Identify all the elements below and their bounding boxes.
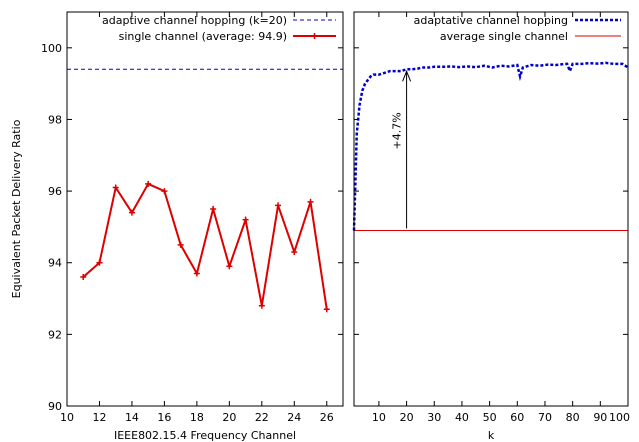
left-x-tick-label: 12 <box>92 411 106 424</box>
legend-label-single-channel: single channel (average: 94.9) <box>119 30 287 43</box>
annotation-label: +4.7% <box>391 112 404 149</box>
left-y-tick-label: 94 <box>48 257 62 270</box>
improvement-annotation: +4.7% <box>391 69 412 229</box>
left-y-tick-label: 90 <box>48 400 62 413</box>
right-x-tick-label: 70 <box>538 411 552 424</box>
legend-swatch-single-channel-marker <box>311 33 318 39</box>
left-x-tick-label: 16 <box>157 411 171 424</box>
single-channel-point <box>145 180 152 187</box>
right-x-tick-label: 90 <box>593 411 607 424</box>
single-channel-point <box>210 206 217 212</box>
right-x-tick-label: 100 <box>609 411 630 424</box>
left-x-tick-label: 20 <box>222 411 236 424</box>
left-axes: 90 92 94 96 98 100 10 12 14 16 18 20 22 24 26 <box>41 12 343 424</box>
legend-label-adaptive-k20: adaptive channel hopping (k=20) <box>102 14 287 27</box>
single-channel-point <box>80 274 87 281</box>
left-x-tick-label: 18 <box>190 411 204 424</box>
single-channel-point <box>226 263 233 270</box>
single-channel-point <box>177 241 184 248</box>
single-channel-point <box>112 184 119 191</box>
single-channel-point <box>275 202 282 209</box>
left-x-tick-label: 22 <box>255 411 269 424</box>
single-channel-point <box>193 270 200 277</box>
left-plot-frame <box>66 11 344 407</box>
left-legend: adaptive channel hopping (k=20) single c… <box>102 14 336 43</box>
right-x-tick-label: 20 <box>400 411 414 424</box>
annotation-arrow-head <box>402 69 412 82</box>
legend-label-average-single: average single channel <box>440 30 568 43</box>
legend-label-adaptative-hopping: adaptative channel hopping <box>414 14 568 27</box>
right-x-tick-label: 80 <box>566 411 580 424</box>
left-x-tick-label: 14 <box>125 411 139 424</box>
left-data-layer <box>67 68 343 313</box>
series-line-single-channel <box>82 182 328 310</box>
right-x-tick-label: 50 <box>483 411 497 424</box>
left-y-tick-label: 92 <box>48 328 62 341</box>
single-channel-point <box>291 248 298 255</box>
right-data-layer <box>352 61 629 231</box>
right-x-tick-label: 60 <box>510 411 524 424</box>
single-channel-point <box>96 259 103 266</box>
left-x-tick-label: 26 <box>320 411 334 424</box>
left-y-tick-label: 96 <box>48 185 62 198</box>
single-channel-point <box>161 188 168 195</box>
left-x-axis-title: IEEE802.15.4 Frequency Channel <box>114 429 296 442</box>
right-axes: 10 20 30 40 50 60 70 80 90 100 <box>354 12 630 424</box>
right-plot-frame <box>353 11 629 407</box>
right-x-tick-label: 40 <box>455 411 469 424</box>
right-x-tick-label: 10 <box>372 411 386 424</box>
left-y-axis-title: Equivalent Packet Delivery Ratio <box>10 119 23 298</box>
single-channel-point <box>307 198 314 205</box>
right-chart: 10 20 30 40 50 60 70 80 90 100 k adaptative chann… <box>352 11 630 442</box>
left-x-tick-label: 10 <box>60 411 74 424</box>
left-y-tick-label: 98 <box>48 113 62 126</box>
left-x-tick-label: 24 <box>287 411 301 424</box>
series-line-adaptative-hopping <box>352 61 629 231</box>
single-channel-point <box>242 216 249 223</box>
right-x-tick-label: 30 <box>427 411 441 424</box>
single-channel-point <box>258 302 265 309</box>
right-legend: adaptative channel hopping average singl… <box>414 14 621 43</box>
single-channel-point <box>128 209 135 216</box>
left-chart: 90 92 94 96 98 100 10 12 14 16 18 20 22 24 26 Equivale… <box>10 11 344 442</box>
right-x-axis-title: k <box>488 429 495 442</box>
left-y-tick-label: 100 <box>41 42 62 55</box>
single-channel-point <box>323 306 330 313</box>
